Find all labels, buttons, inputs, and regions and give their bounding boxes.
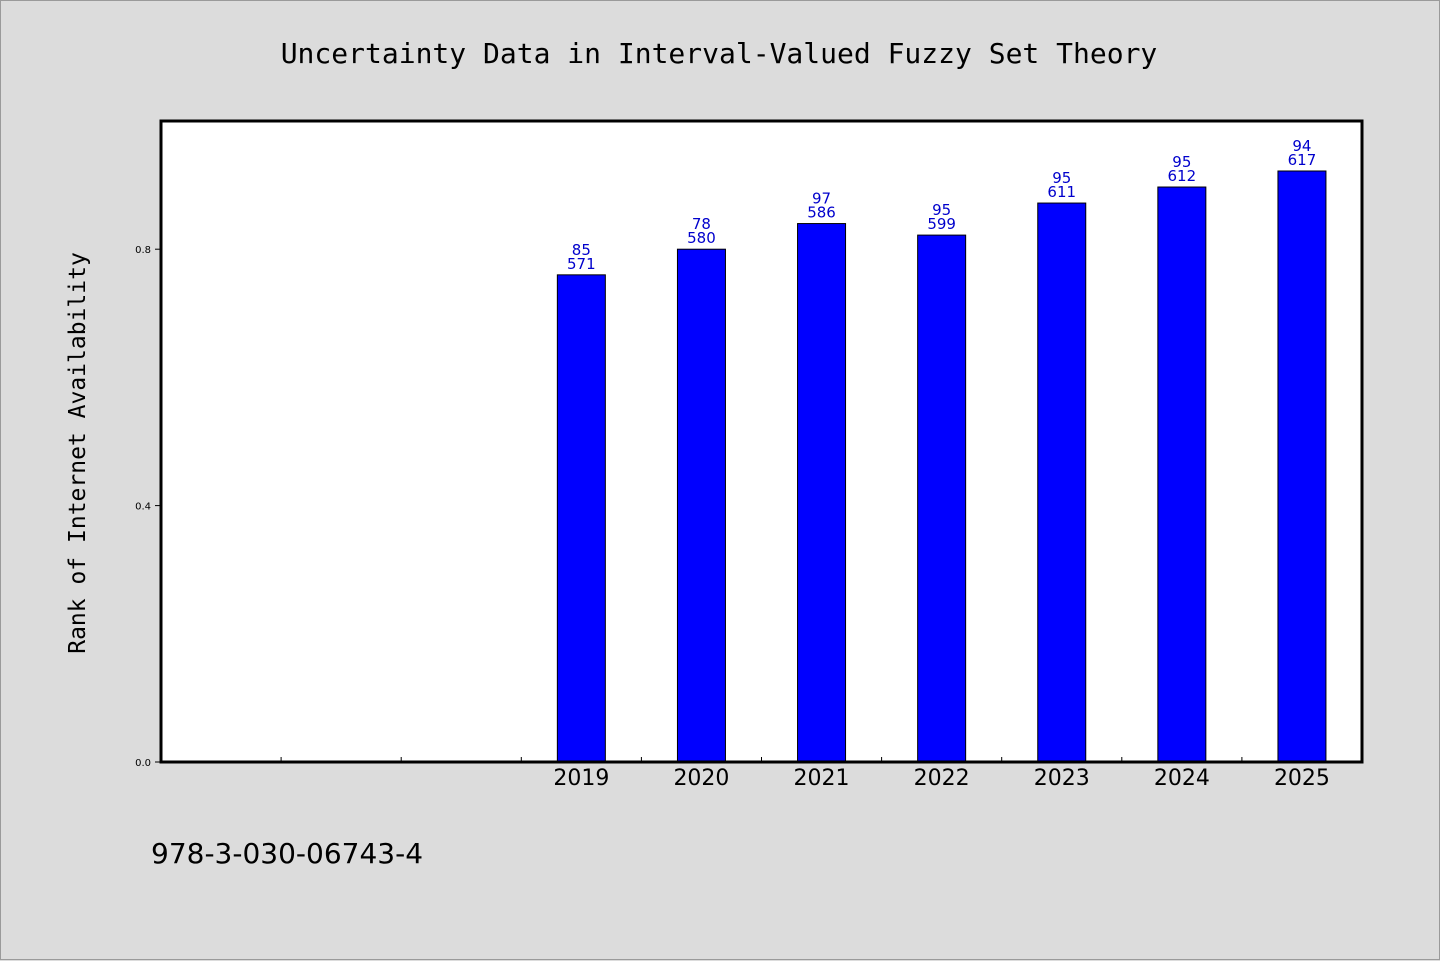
axes-layer: 0.0 0.4 0.8 2019 2020 2021 2022 2023 2024 2025: [135, 245, 1330, 791]
chart-title: Uncertainty Data in Interval-Valued Fuzz…: [281, 37, 1158, 70]
data-label: 617: [1288, 151, 1317, 169]
x-tick-label: 2024: [1154, 766, 1210, 791]
bar: [1037, 202, 1087, 763]
bar: [676, 248, 726, 763]
data-label: 97: [812, 190, 831, 208]
data-label: 580: [687, 229, 716, 247]
data-label: 95: [1052, 169, 1071, 187]
x-tick-label: 2022: [914, 766, 970, 791]
bar: [556, 274, 606, 763]
y-tick-label: 0.4: [135, 502, 151, 513]
x-tick-label: 2020: [673, 766, 729, 791]
data-label: 611: [1047, 183, 1076, 201]
data-label: 94: [1292, 137, 1311, 155]
bar: [1277, 170, 1327, 763]
bar: [797, 223, 847, 763]
data-label: 95: [932, 201, 951, 219]
data-label: 85: [572, 241, 591, 259]
x-tick-label: 2023: [1034, 766, 1090, 791]
data-label: 612: [1168, 167, 1197, 185]
y-axis-label: Rank of Internet Availability: [65, 252, 91, 654]
x-tick-label: 2019: [553, 766, 609, 791]
y-tick-label: 0.8: [135, 245, 151, 256]
x-tick-label: 2025: [1274, 766, 1330, 791]
y-tick-label: 0.0: [135, 758, 151, 769]
bar: [917, 234, 967, 763]
data-label: 571: [567, 255, 596, 273]
data-label: 95: [1172, 153, 1191, 171]
plot-border: [159, 119, 1364, 764]
data-label: 586: [807, 204, 836, 222]
footer-code: 978-3-030-06743-4: [151, 837, 423, 870]
bars-layer: [556, 170, 1327, 763]
data-label: 78: [692, 215, 711, 233]
data-label: 599: [927, 215, 956, 233]
x-tick-label: 2021: [794, 766, 850, 791]
bar: [1157, 186, 1207, 763]
